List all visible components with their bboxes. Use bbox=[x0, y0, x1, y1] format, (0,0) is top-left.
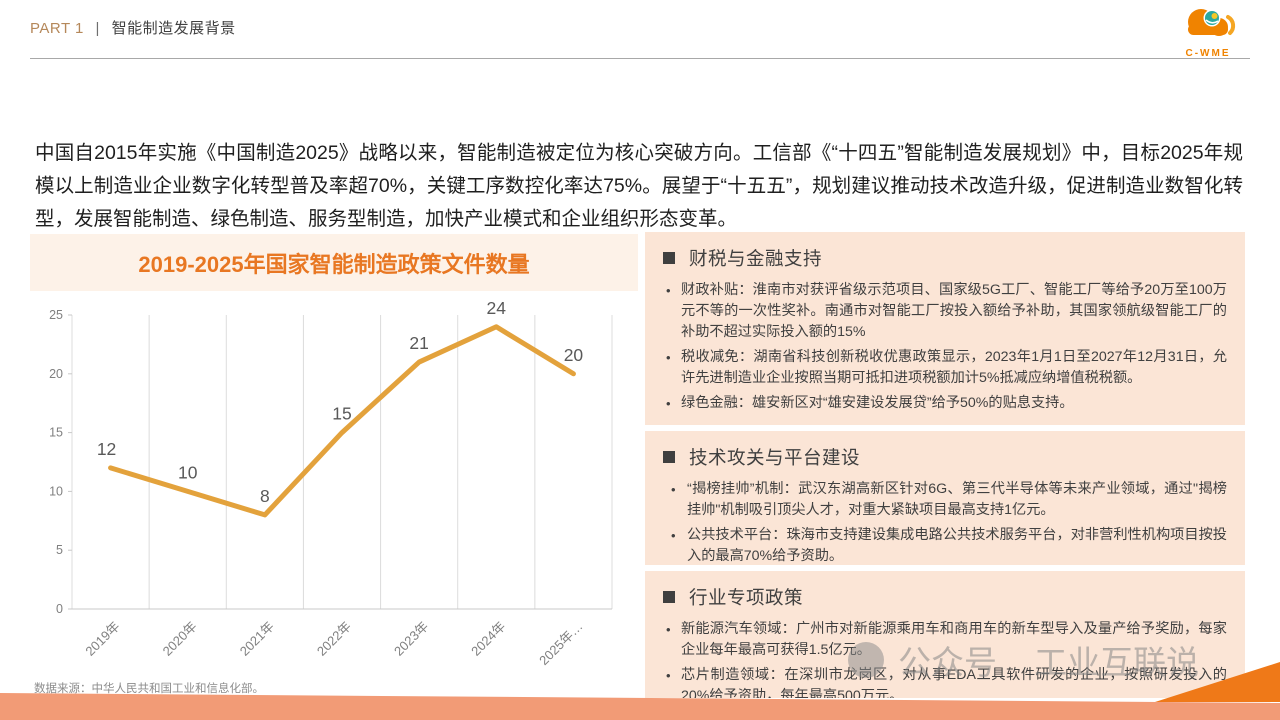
svg-text:10: 10 bbox=[49, 484, 63, 498]
company-logo: C-WME bbox=[1172, 3, 1244, 59]
policy-count-line-chart: 0 5 10 15 20 25 12 10 8 15 21 24 20 2019年 2020年 2021年 20… bbox=[49, 298, 613, 668]
chart-title: 2019-2025年国家智能制造政策文件数量 bbox=[138, 251, 530, 277]
svg-text:20: 20 bbox=[564, 345, 584, 365]
slide-header: PART 1 | 智能制造发展背景 bbox=[30, 17, 236, 38]
logo-wordmark: C-WME bbox=[1185, 48, 1231, 59]
panel-title: 财税与金融支持 bbox=[689, 248, 823, 269]
square-bullet-icon bbox=[663, 451, 675, 463]
svg-text:2019年: 2019年 bbox=[82, 619, 122, 659]
svg-text:12: 12 bbox=[97, 439, 116, 459]
panel-technology-platform: 技术攻关与平台建设 “揭榜挂帅”机制：武汉东湖高新区针对6G、第三代半导体等未来… bbox=[645, 431, 1245, 565]
chart-source-note: 数据来源：中华人民共和国工业和信息化部。 bbox=[34, 683, 264, 695]
policy-chart-card: 2019-2025年国家智能制造政策文件数量 0 5 10 15 20 25 12 10 8 15… bbox=[30, 234, 638, 696]
svg-text:15: 15 bbox=[332, 404, 351, 424]
svg-text:8: 8 bbox=[260, 486, 270, 506]
svg-text:0: 0 bbox=[56, 602, 63, 616]
svg-text:21: 21 bbox=[409, 333, 428, 353]
svg-text:2024年: 2024年 bbox=[468, 619, 508, 659]
intro-paragraph: 中国自2015年实施《中国制造2025》战略以来，智能制造被定位为核心突破方向。… bbox=[35, 142, 1243, 230]
cloud-logo-icon bbox=[1176, 9, 1240, 49]
square-bullet-icon bbox=[663, 591, 675, 603]
bullet-item: “揭榜挂帅”机制：武汉东湖高新区针对6G、第三代半导体等未来产业领域，通过"揭榜… bbox=[663, 479, 1227, 521]
svg-text:20: 20 bbox=[49, 367, 63, 381]
bullet-item: 绿色金融：雄安新区对“雄安建设发展贷”给予50%的贴息支持。 bbox=[663, 393, 1227, 414]
svg-text:2020年: 2020年 bbox=[160, 619, 200, 659]
panel-header: 技术攻关与平台建设 bbox=[663, 444, 1227, 470]
bullet-item: 税收减免：湖南省科技创新税收优惠政策显示，2023年1月1日至2027年12月3… bbox=[663, 347, 1227, 389]
svg-text:24: 24 bbox=[487, 298, 507, 318]
svg-text:15: 15 bbox=[49, 426, 63, 440]
header-divider: | bbox=[95, 20, 100, 37]
svg-text:5: 5 bbox=[56, 543, 63, 557]
panel-fiscal-finance: 财税与金融支持 财政补贴：淮南市对获评省级示范项目、国家级5G工厂、智能工厂等给… bbox=[645, 232, 1245, 425]
svg-text:2025年…: 2025年… bbox=[536, 619, 585, 668]
svg-text:2021年: 2021年 bbox=[237, 619, 277, 659]
header-rule bbox=[30, 58, 1250, 59]
svg-text:2022年: 2022年 bbox=[314, 619, 354, 659]
panel-title: 行业专项政策 bbox=[689, 587, 804, 608]
bullet-item: 财政补贴：淮南市对获评省级示范项目、国家级5G工厂、智能工厂等给予20万至100… bbox=[663, 280, 1227, 343]
bullet-item: 公共技术平台：珠海市支持建设集成电路公共技术服务平台，对非营利性机构项目按投入的… bbox=[663, 525, 1227, 565]
bullet-item: 芯片制造领域：在深圳市龙岗区，对从事EDA工具软件研发的企业，按照研发投入的20… bbox=[663, 665, 1227, 698]
panel-header: 财税与金融支持 bbox=[663, 245, 1227, 271]
bullet-item: 新能源汽车领域：广州市对新能源乘用车和商用车的新车型导入及量产给予奖励，每家企业… bbox=[663, 619, 1227, 661]
section-title: 智能制造发展背景 bbox=[111, 20, 236, 37]
part-label: PART 1 bbox=[30, 20, 84, 37]
panel-title: 技术攻关与平台建设 bbox=[689, 447, 861, 468]
panel-industry-policy: 行业专项政策 新能源汽车领域：广州市对新能源乘用车和商用车的新车型导入及量产给予… bbox=[645, 571, 1245, 698]
panel-header: 行业专项政策 bbox=[663, 584, 1227, 610]
svg-text:10: 10 bbox=[178, 462, 198, 482]
svg-text:2023年: 2023年 bbox=[391, 619, 431, 659]
chart-title-banner: 2019-2025年国家智能制造政策文件数量 bbox=[30, 234, 638, 291]
square-bullet-icon bbox=[663, 252, 675, 264]
svg-text:25: 25 bbox=[49, 308, 63, 322]
